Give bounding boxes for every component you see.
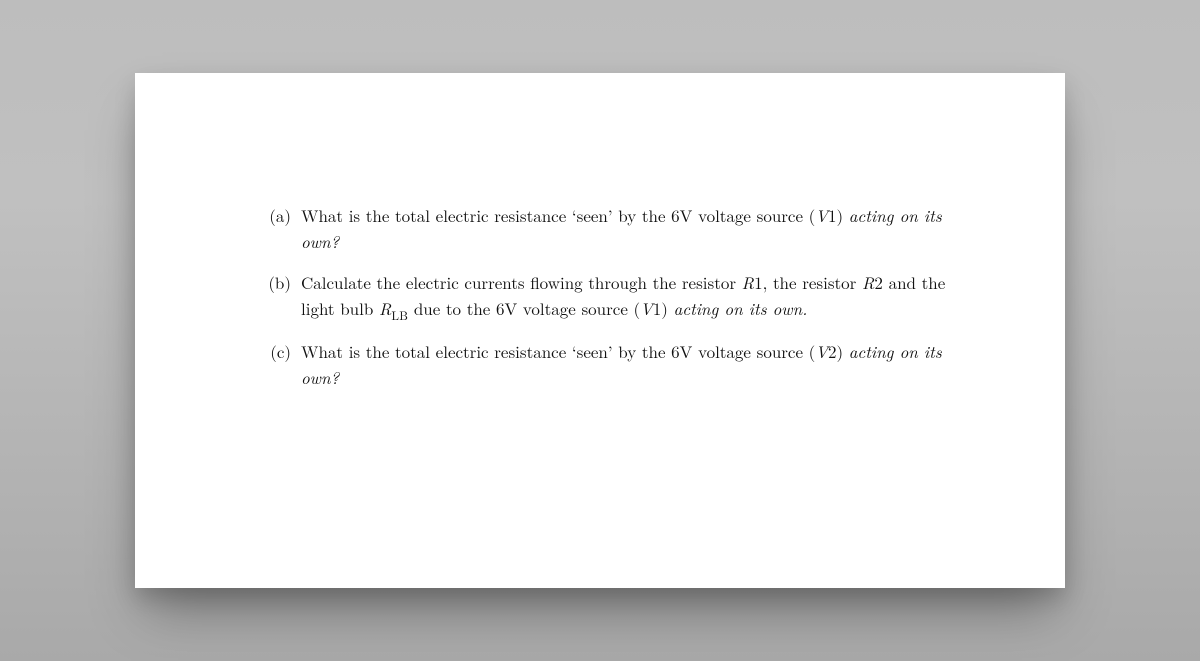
text-run: , the resistor [763, 270, 862, 294]
math-var-r1: R [742, 270, 754, 294]
math-var-r2: R [862, 270, 874, 294]
italic-tail: acting on its own. [674, 296, 808, 320]
text-run: What is the total electric resistance ‘s… [301, 203, 815, 227]
item-label: (a) [255, 203, 301, 229]
math-var: V [815, 203, 828, 227]
text-run: Calculate the electric currents flowing … [301, 270, 742, 294]
math-var-rlb: R [379, 296, 391, 320]
math-sub-rlb: LB [391, 306, 408, 324]
document-page: (a) What is the total electric resistanc… [135, 73, 1065, 588]
question-item-c: (c) What is the total electric resistanc… [255, 339, 965, 390]
math-num-v: 1 [653, 296, 662, 320]
question-item-a: (a) What is the total electric resistanc… [255, 203, 965, 254]
text-run: ) [836, 339, 848, 363]
item-label: (c) [255, 339, 301, 365]
text-run: ) [661, 296, 673, 320]
math-num-r1: 1 [754, 270, 763, 294]
math-var-v: V [640, 296, 653, 320]
item-content: What is the total electric resistance ‘s… [301, 203, 965, 254]
question-item-b: (b) Calculate the electric currents flow… [255, 270, 965, 323]
item-label: (b) [255, 270, 301, 296]
item-content: What is the total electric resistance ‘s… [301, 339, 965, 390]
question-list: (a) What is the total electric resistanc… [255, 203, 965, 390]
text-run: ) [836, 203, 848, 227]
math-var: V [815, 339, 828, 363]
text-run: due to the 6V voltage source ( [408, 296, 640, 320]
math-num-r2: 2 [874, 270, 883, 294]
text-run: What is the total electric resistance ‘s… [301, 339, 815, 363]
item-content: Calculate the electric currents flowing … [301, 270, 965, 323]
